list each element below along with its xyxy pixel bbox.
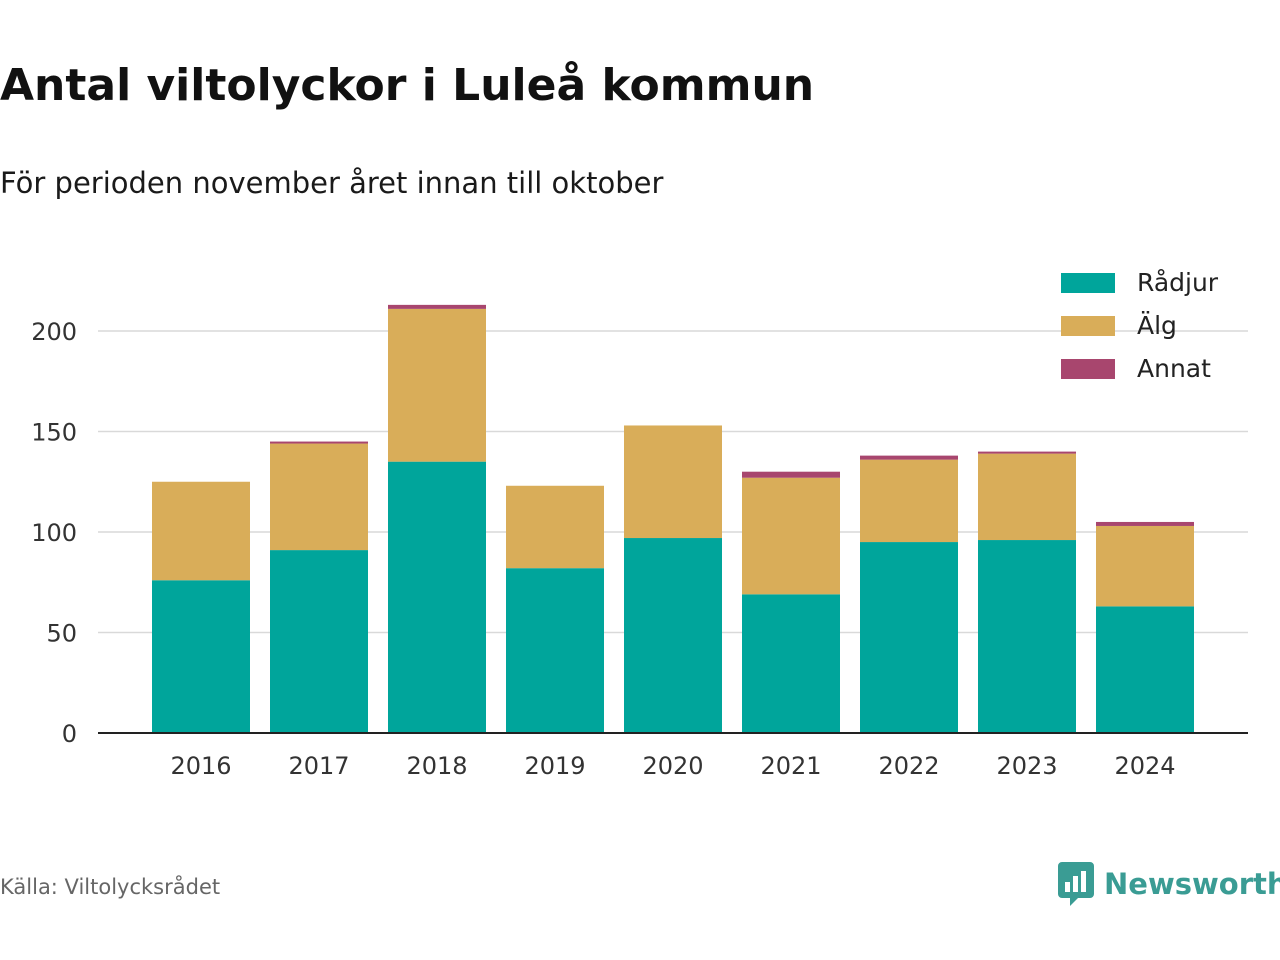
bar-segment-radjur [388, 461, 486, 733]
x-tick-label: 2024 [1114, 752, 1175, 780]
chart-subtitle: För perioden november året innan till ok… [0, 166, 664, 200]
stacked-bar-chart: 0 50 100 150 200 2016 2017 2018 2019 2020 2021 2022… [31, 268, 1248, 780]
source-note: Källa: Viltolycksrådet [0, 875, 221, 899]
bar-chart-speech-bubble-icon [1058, 862, 1094, 906]
legend: Rådjur Älg Annat [1061, 268, 1219, 383]
bar-segment-alg [152, 481, 250, 581]
brand-logo: Newsworthy [1058, 862, 1280, 906]
legend-label: Rådjur [1137, 268, 1219, 297]
bar-segment-radjur [506, 568, 604, 733]
bar-segment-radjur [1096, 606, 1194, 733]
x-tick-label: 2021 [760, 752, 821, 780]
bar-segment-annat [388, 304, 486, 309]
x-tick-label: 2023 [996, 752, 1057, 780]
bar-segment-alg [506, 485, 604, 569]
axes: 0 50 100 150 200 2016 2017 2018 2019 2020 2021 2022… [31, 318, 1248, 780]
legend-swatch [1061, 359, 1115, 379]
bar-segment-alg [860, 459, 958, 543]
x-tick-label: 2018 [406, 752, 467, 780]
bar-segment-alg [388, 308, 486, 462]
bar-segment-radjur [860, 542, 958, 733]
x-tick-label: 2017 [288, 752, 349, 780]
x-tick-label: 2020 [642, 752, 703, 780]
bar-segment-annat [978, 451, 1076, 454]
y-tick-label: 50 [46, 620, 77, 648]
x-tick-label: 2019 [524, 752, 585, 780]
bar-segment-annat [1096, 521, 1194, 526]
brand-name: Newsworthy [1104, 867, 1280, 901]
bar-segment-alg [742, 477, 840, 595]
x-tick-label: 2022 [878, 752, 939, 780]
bar-segment-alg [978, 453, 1076, 541]
bar-segment-radjur [270, 550, 368, 733]
y-tick-label: 100 [31, 519, 77, 547]
bar-segment-annat [270, 441, 368, 444]
y-tick-label: 150 [31, 419, 77, 447]
bar-segment-alg [270, 443, 368, 551]
bar-segment-radjur [152, 580, 250, 733]
bar-segment-radjur [624, 538, 722, 733]
y-tick-label: 0 [62, 720, 77, 748]
bar-segment-alg [1096, 525, 1194, 607]
legend-label: Annat [1137, 354, 1211, 383]
legend-swatch [1061, 273, 1115, 293]
x-tick-label: 2016 [170, 752, 231, 780]
bar-segment-annat [742, 471, 840, 478]
bar-segment-radjur [978, 540, 1076, 733]
y-tick-label: 200 [31, 318, 77, 346]
bars [152, 304, 1194, 733]
bar-segment-annat [860, 455, 958, 460]
bar-segment-radjur [742, 594, 840, 733]
chart-title: Antal viltolyckor i Luleå kommun [0, 60, 815, 111]
legend-swatch [1061, 316, 1115, 336]
legend-label: Älg [1137, 311, 1177, 340]
bar-segment-alg [624, 425, 722, 539]
